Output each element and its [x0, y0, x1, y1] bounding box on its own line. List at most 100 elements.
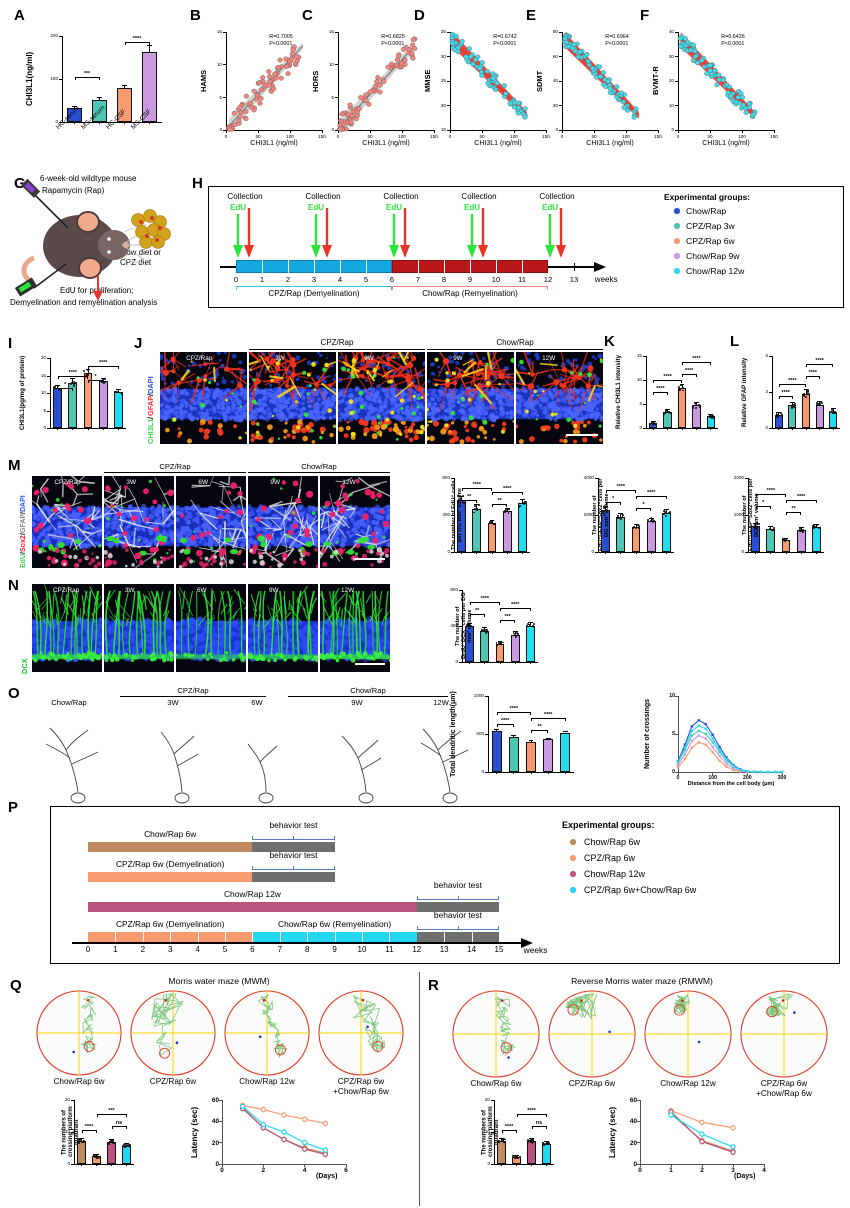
- significance-bracket: [501, 1130, 517, 1133]
- x-tick-label: 0: [448, 133, 452, 139]
- panel-p-timeline: Chow/Rap 6w behavior test CPZ/Rap 6w (Demy…: [50, 806, 840, 964]
- week-label: 8: [304, 945, 310, 954]
- data-point: [669, 412, 672, 415]
- significance-bracket: [806, 376, 820, 379]
- data-point: [783, 539, 786, 542]
- bracket-tick-right: [125, 1126, 127, 1129]
- legend-item: CPZ/Rap 6w: [664, 234, 840, 249]
- panel-label-f: F: [640, 7, 650, 24]
- bracket-tick-left: [605, 490, 607, 493]
- panel-h-timeline: 0 1 2 3 4 5 6 7 8 9 10 11 12 13 weeks CPZ/Rap (Demyelin…: [208, 186, 844, 308]
- track-label: Chow/Rap 12w: [239, 1077, 295, 1086]
- week-label: 3: [167, 945, 173, 954]
- x-tick: [791, 428, 793, 431]
- micrograph: 12W: [320, 476, 390, 568]
- error-bar: [461, 496, 463, 501]
- bracket-tick-right: [98, 77, 100, 80]
- data-point: [54, 387, 57, 390]
- pellet-dot-4: [154, 237, 160, 243]
- week-divider: [252, 932, 254, 942]
- x-tick: [337, 130, 339, 133]
- data-point: [652, 520, 655, 523]
- error-cap: [97, 96, 102, 98]
- bracket-tick-right: [650, 508, 652, 511]
- collection-label: Collection: [305, 192, 341, 201]
- bracket-right: [497, 926, 499, 930]
- x-tick: [369, 130, 371, 133]
- series-line: [677, 725, 782, 773]
- group-bar-chow: [427, 349, 603, 351]
- pE-scatter: 0 50 100 150 0 20 40 60 80 R=0.6964 P<0.0001 CHI3L1…: [535, 29, 662, 147]
- bracket-line: [88, 366, 119, 367]
- data-point: [505, 508, 508, 511]
- data-point: [80, 1141, 83, 1143]
- bracket-line: [516, 1114, 547, 1115]
- series-marker: [699, 1138, 705, 1145]
- error-cap: [511, 735, 517, 737]
- panel-q-latency: 0 2 4 6 0 20 40 60 Latency (sec) (Days): [190, 1097, 348, 1180]
- correlation-stats: R=0.7005 P<0.0001: [269, 34, 293, 48]
- x-tick-label: 0: [560, 133, 564, 139]
- week-divider: [444, 932, 446, 942]
- x-axis: [338, 130, 434, 131]
- channel-separator: /: [146, 416, 155, 419]
- error-cap: [504, 507, 510, 509]
- y-axis-label: The numbers of crossing platform quadran…: [481, 1106, 501, 1158]
- week-divider: [471, 932, 473, 942]
- data-point: [347, 102, 353, 108]
- week-label: 6: [250, 945, 255, 954]
- data-point: [801, 531, 804, 534]
- channel-name-dapi: DAPI: [146, 376, 155, 395]
- error-cap: [817, 400, 822, 402]
- data-point: [637, 524, 640, 527]
- y-tick-label: 5: [43, 407, 46, 413]
- x-tick-label: 50: [707, 133, 713, 139]
- r-value: R=0.6742: [493, 34, 517, 40]
- legend-label: CPZ/Rap 6w: [686, 236, 735, 246]
- data-point: [278, 75, 284, 81]
- bracket-right: [333, 866, 335, 870]
- data-point: [486, 628, 489, 631]
- significance-label: ****: [527, 1108, 536, 1115]
- group-header-cpz: CPZ/Rap: [159, 462, 191, 471]
- bracket-top: [392, 286, 548, 287]
- data-point: [272, 71, 278, 77]
- data-point: [455, 49, 461, 55]
- y-axis-label: Number of crossings: [644, 699, 651, 770]
- x-tick: [773, 130, 775, 133]
- bracket-tick-right: [769, 506, 771, 509]
- bracket-tick-left: [81, 1130, 83, 1133]
- panel-o-bar-subchart: 0 500 1000 **** **** ** **** Total dendritic le…: [444, 686, 616, 792]
- x-tick-label: 150: [542, 133, 550, 139]
- series-marker: [704, 722, 707, 726]
- panel-h-frame: [208, 186, 844, 308]
- timeline-bar: [88, 902, 417, 912]
- x-axis: [562, 130, 658, 131]
- bracket-line: [88, 380, 104, 381]
- data-point: [802, 392, 805, 395]
- data-point: [75, 382, 78, 384]
- scale-bar: [355, 558, 385, 560]
- line-plot-area: [239, 1102, 329, 1158]
- y-tick-label: 15: [440, 127, 446, 133]
- week-divider: [362, 932, 363, 942]
- y-tick: [47, 393, 50, 394]
- data-point: [377, 89, 383, 95]
- significance-bracket: [636, 508, 652, 511]
- data-point: [546, 1143, 549, 1146]
- bracket-top: [236, 286, 392, 287]
- micrograph-content: [338, 352, 425, 443]
- data-point: [528, 1140, 531, 1143]
- data-point: [495, 641, 498, 644]
- week-label: 4: [337, 275, 343, 284]
- data-point: [830, 411, 833, 414]
- track-label: Chow/Rap 6w: [470, 1079, 522, 1088]
- data-point: [266, 69, 272, 75]
- error-cap: [776, 411, 782, 413]
- data-point: [501, 1139, 503, 1142]
- micrograph: 3W: [249, 352, 336, 444]
- micrograph: 6W: [176, 584, 246, 672]
- bracket-tick-right: [529, 608, 531, 611]
- scale-bar: [566, 434, 598, 436]
- y-tick-label: 10: [64, 1129, 70, 1135]
